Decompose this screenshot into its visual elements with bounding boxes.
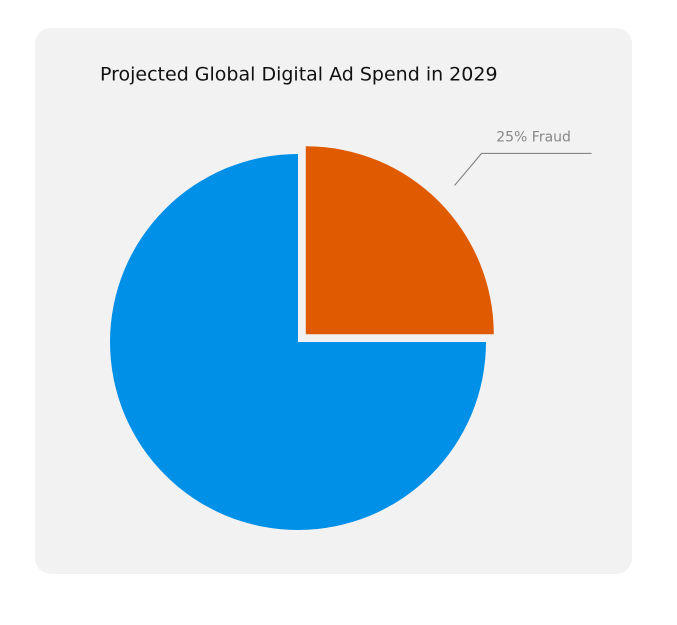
leader-line bbox=[454, 152, 592, 186]
pie-slice bbox=[305, 146, 494, 335]
pie-slice bbox=[110, 154, 486, 530]
chart-title: Projected Global Digital Ad Spend in 202… bbox=[100, 64, 498, 86]
data-label: 25% Fraud bbox=[496, 129, 571, 145]
